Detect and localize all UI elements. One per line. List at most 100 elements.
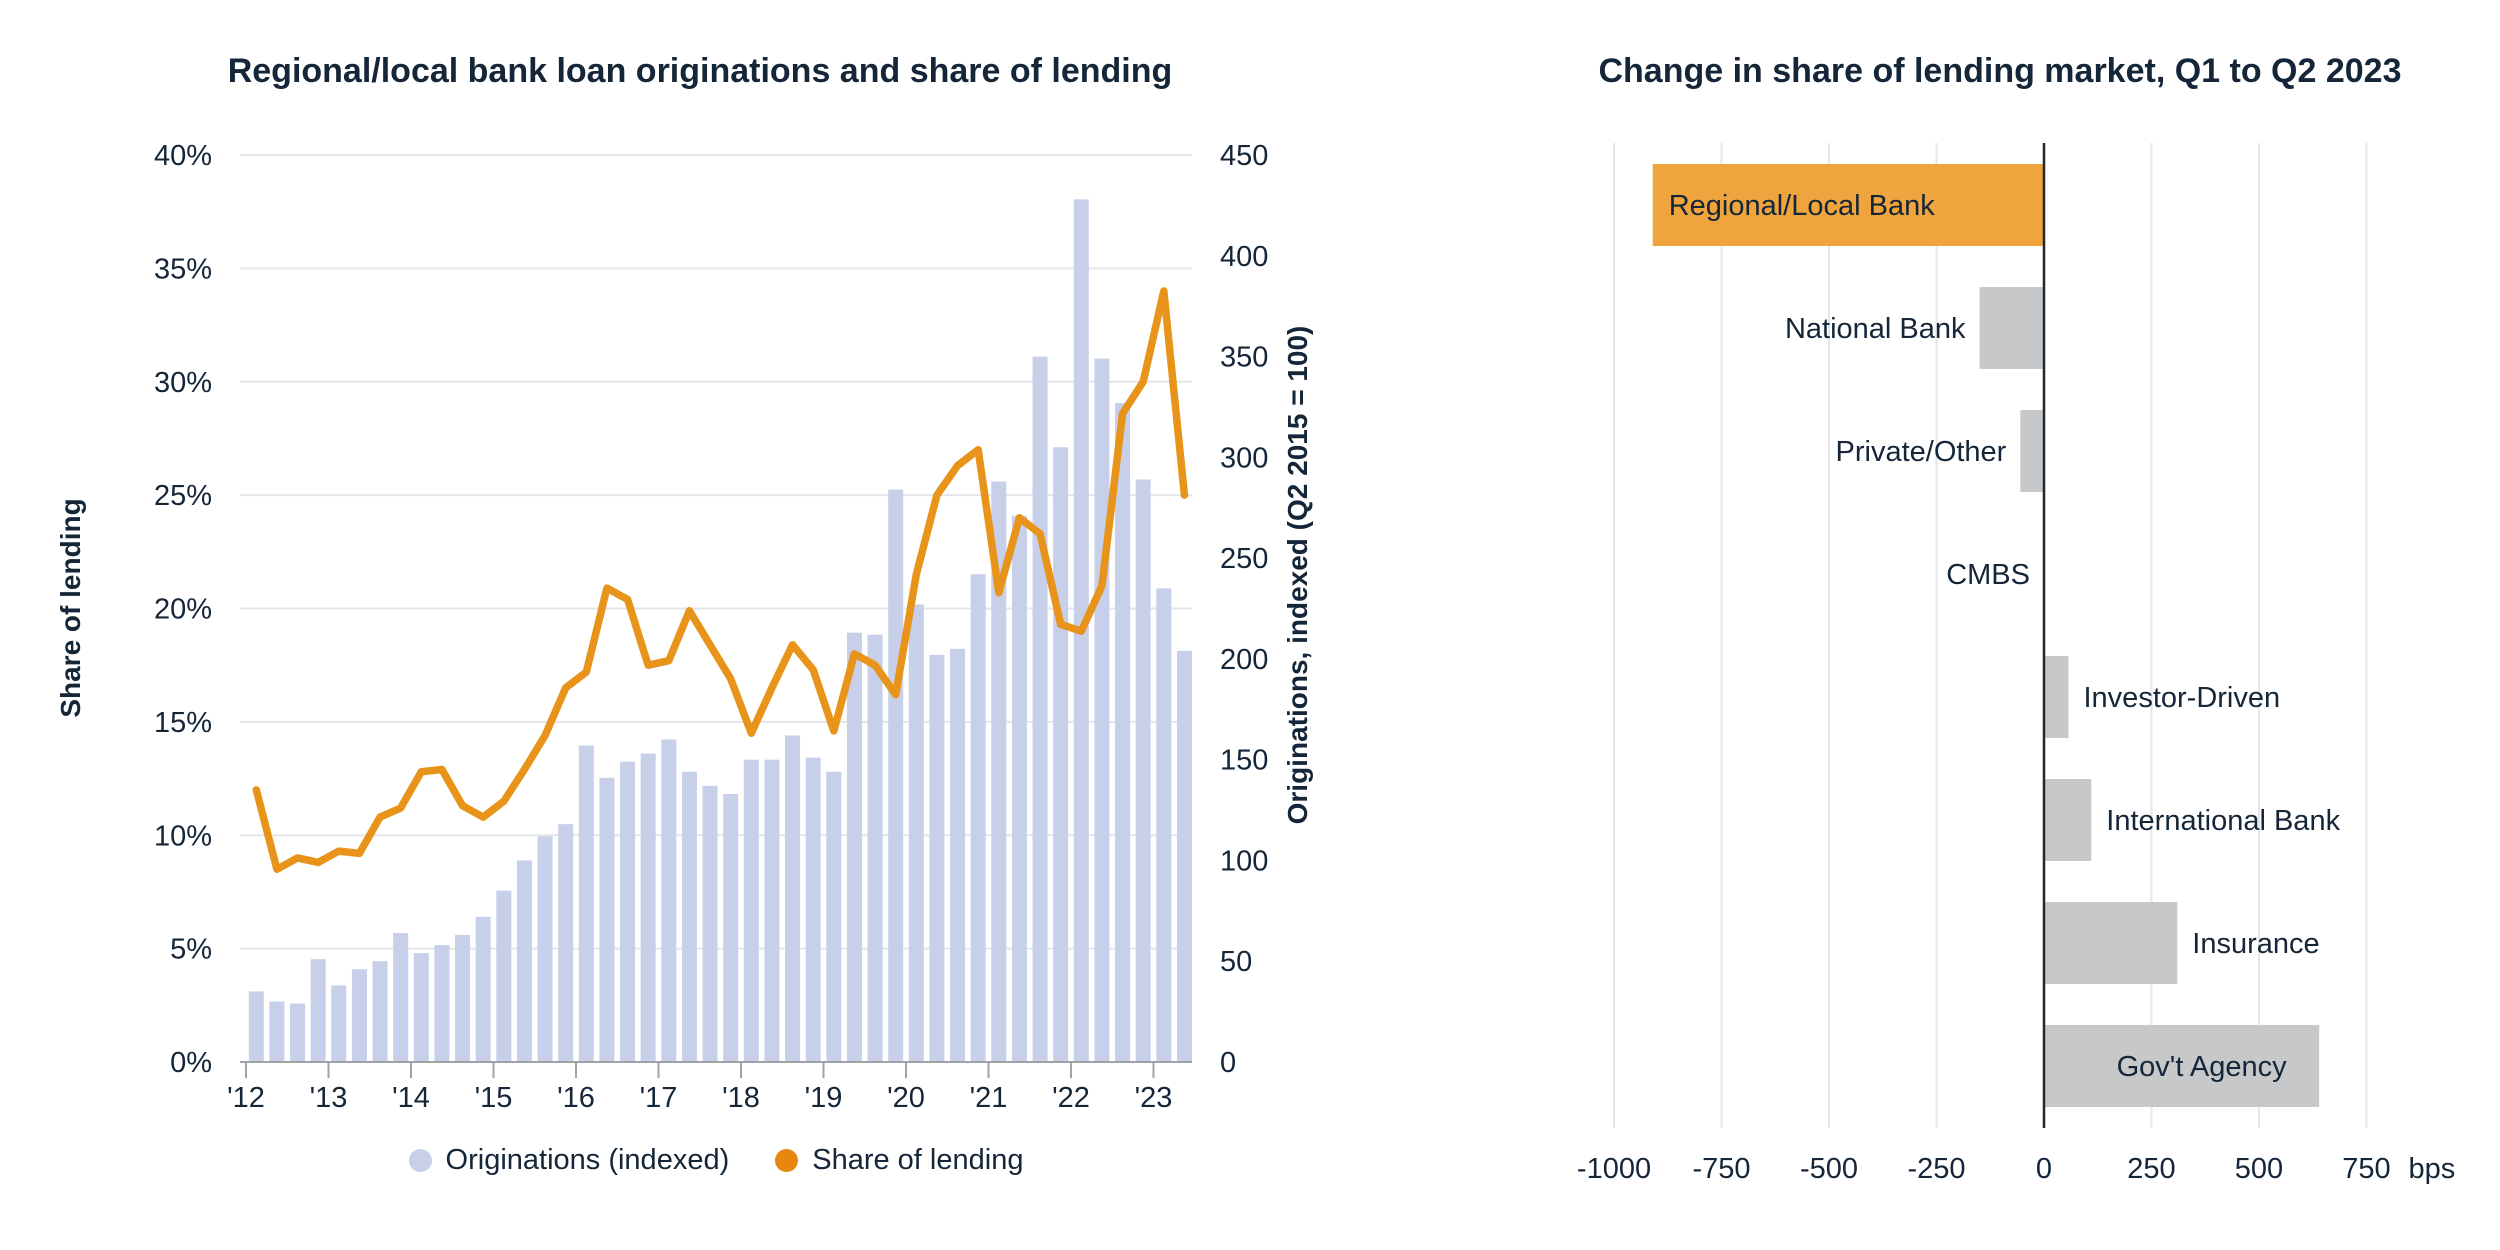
left-axis-tick-label: 40% (154, 140, 212, 172)
year-tick-label: '17 (640, 1082, 678, 1114)
origination-bar (393, 933, 409, 1062)
origination-bar (1011, 515, 1027, 1062)
right-axis-title: Originations, indexed (Q2 2015 = 100) (1282, 326, 1313, 825)
category-label: Investor-Driven (2084, 682, 2281, 714)
origination-bar (661, 739, 677, 1062)
origination-bar (640, 753, 656, 1062)
right-chart-title: Change in share of lending market, Q1 to… (1598, 52, 2402, 90)
bps-tick-label: -250 (1907, 1153, 1965, 1185)
origination-bar (970, 574, 986, 1062)
origination-bar (1053, 447, 1069, 1062)
left-axis-tick-label: 25% (154, 480, 212, 512)
origination-bar (516, 860, 532, 1062)
origination-bar (785, 735, 801, 1062)
origination-bar (1135, 479, 1151, 1062)
origination-bar (723, 793, 739, 1062)
left-axis-tick-label: 0% (170, 1047, 212, 1079)
category-label: International Bank (2106, 805, 2340, 837)
left-axis-tick-label: 5% (170, 934, 212, 966)
year-tick-label: '12 (227, 1082, 265, 1114)
year-tick-label: '23 (1135, 1082, 1173, 1114)
origination-bar (496, 890, 512, 1062)
right-axis-tick-label: 0 (1220, 1047, 1236, 1079)
origination-bar (1176, 650, 1192, 1062)
origination-bar (290, 1003, 306, 1062)
left-axis-title: Share of lending (55, 498, 86, 717)
change-bar (1979, 287, 2044, 369)
change-bar (2020, 410, 2044, 492)
change-bar (2044, 656, 2069, 738)
change-bar (2044, 1025, 2320, 1107)
origination-bar (681, 771, 697, 1062)
left-axis-tick-label: 30% (154, 367, 212, 399)
bps-tick-label: 500 (2235, 1153, 2283, 1185)
origination-bar (455, 935, 471, 1062)
year-tick-label: '15 (475, 1082, 513, 1114)
originations-legend-dot-icon (408, 1149, 432, 1172)
left-chart-legend: Originations (indexed) Share of lending (240, 1144, 1192, 1177)
year-tick-label: '14 (392, 1082, 430, 1114)
origination-bar (764, 759, 780, 1062)
origination-bar (351, 969, 367, 1062)
origination-bar (599, 777, 615, 1062)
origination-bar (908, 604, 924, 1062)
bps-tick-label: -1000 (1577, 1153, 1651, 1185)
bps-tick-label: 0 (2036, 1153, 2052, 1185)
change-bar (2044, 779, 2092, 861)
origination-bar (805, 757, 821, 1062)
left-axis-tick-label: 20% (154, 594, 212, 626)
origination-bar (743, 759, 759, 1062)
origination-bar (1156, 588, 1172, 1062)
bps-tick-label: -750 (1692, 1153, 1750, 1185)
origination-bar (331, 985, 347, 1062)
share-of-lending-line (252, 287, 1189, 874)
origination-bar (537, 836, 553, 1062)
origination-bar (372, 961, 388, 1062)
origination-bar (620, 761, 636, 1062)
legend-item-share: Share of lending (775, 1144, 1023, 1177)
category-label: Gov't Agency (2117, 1051, 2287, 1083)
category-label: Insurance (2192, 928, 2319, 960)
origination-bar (929, 654, 945, 1062)
origination-bar (578, 745, 594, 1062)
origination-bar (1115, 402, 1131, 1062)
origination-bar (888, 489, 904, 1062)
change-bar (1652, 164, 2044, 246)
right-axis-tick-label: 450 (1220, 140, 1268, 172)
year-tick-label: '13 (310, 1082, 348, 1114)
origination-bar (434, 945, 450, 1062)
origination-bar (1094, 358, 1110, 1062)
year-tick-label: '21 (970, 1082, 1008, 1114)
origination-bar (867, 634, 883, 1062)
origination-bar (475, 916, 491, 1062)
year-tick-label: '20 (887, 1082, 925, 1114)
origination-bar (558, 824, 574, 1062)
origination-bar (846, 632, 862, 1062)
bps-tick-label: 750 (2342, 1153, 2390, 1185)
origination-bar (1032, 356, 1048, 1062)
left-axis-tick-label: 35% (154, 253, 212, 285)
origination-bar (702, 785, 718, 1062)
left-axis-tick-label: 10% (154, 820, 212, 852)
right-axis-tick-label: 250 (1220, 543, 1268, 575)
origination-bar (413, 953, 429, 1062)
origination-bar (826, 771, 842, 1062)
right-axis-tick-label: 350 (1220, 342, 1268, 374)
bps-tick-label: -500 (1800, 1153, 1858, 1185)
origination-bar (950, 648, 966, 1062)
category-label: Regional/Local Bank (1669, 190, 1936, 222)
change-bar (2044, 902, 2178, 984)
right-axis-tick-label: 400 (1220, 241, 1268, 273)
origination-bar (269, 1001, 285, 1062)
legend-item-originations: Originations (indexed) (408, 1144, 730, 1177)
share-legend-label: Share of lending (812, 1144, 1024, 1176)
origination-bar (310, 959, 326, 1062)
category-label: CMBS (1946, 559, 2030, 591)
right-axis-tick-label: 150 (1220, 745, 1268, 777)
right-axis-tick-label: 300 (1220, 442, 1268, 474)
bps-unit-label: bps (2409, 1153, 2456, 1185)
originations-legend-label: Originations (indexed) (445, 1144, 730, 1176)
right-axis-tick-label: 200 (1220, 644, 1268, 676)
